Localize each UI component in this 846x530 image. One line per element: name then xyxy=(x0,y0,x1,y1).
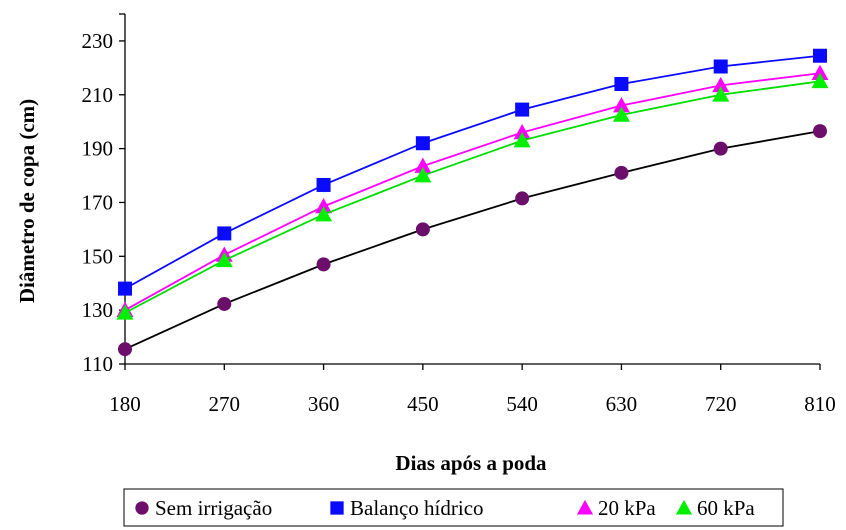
legend-label: Sem irrigação xyxy=(155,496,272,520)
data-point xyxy=(813,48,827,63)
data-point xyxy=(713,59,728,74)
data-point xyxy=(118,342,132,357)
y-tick-label: 110 xyxy=(82,352,113,376)
x-tick-label: 540 xyxy=(506,392,538,416)
legend-item: 20 kPa xyxy=(576,496,656,520)
data-point xyxy=(612,106,630,122)
x-tick-label: 180 xyxy=(109,392,141,416)
data-point xyxy=(712,86,730,102)
legend-item: 60 kPa xyxy=(675,496,755,520)
series-1 xyxy=(118,48,827,296)
data-point xyxy=(513,132,531,148)
data-point xyxy=(415,222,430,237)
data-point xyxy=(713,141,728,156)
legend-item: Balanço hídrico xyxy=(330,496,484,520)
legend-label: Balanço hídrico xyxy=(350,496,484,520)
data-point xyxy=(513,123,531,140)
legend-box xyxy=(123,488,784,527)
y-tick-label: 210 xyxy=(82,83,114,107)
x-axis-ticks: 180 270 360 450 540 630 720 810 xyxy=(109,364,836,416)
legend-marker xyxy=(576,499,594,515)
series-layer xyxy=(116,48,829,357)
x-tick-label: 630 xyxy=(606,392,638,416)
data-point xyxy=(414,157,432,173)
x-tick-label: 450 xyxy=(407,392,439,416)
data-point xyxy=(217,296,232,311)
data-point xyxy=(118,281,132,296)
legend-marker xyxy=(330,501,344,515)
x-tick-label: 270 xyxy=(209,392,241,416)
x-tick-label: 360 xyxy=(308,392,340,416)
data-point xyxy=(316,257,331,272)
legend-marker xyxy=(135,501,149,515)
series-line xyxy=(124,54,821,290)
data-point xyxy=(811,72,829,89)
series-2 xyxy=(116,64,829,317)
series-line xyxy=(124,130,821,351)
data-point xyxy=(414,167,432,183)
y-tick-label: 230 xyxy=(82,29,114,53)
legend: Sem irrigação Balanço hídrico 20 kPa 60 kPa xyxy=(123,488,784,527)
legend-label: 20 kPa xyxy=(598,496,656,520)
data-point xyxy=(614,165,629,180)
data-point xyxy=(315,206,333,222)
data-point xyxy=(415,136,430,151)
y-axis-title: Diâmetro de copa (cm) xyxy=(15,99,39,303)
y-tick-label: 130 xyxy=(82,298,114,322)
legend-item: Sem irrigação xyxy=(135,496,272,520)
data-point xyxy=(515,102,530,117)
data-point xyxy=(712,76,730,93)
data-point xyxy=(811,64,829,81)
series-3 xyxy=(116,72,829,320)
legend-label: 60 kPa xyxy=(697,496,755,520)
x-axis-title: Dias após a poda xyxy=(395,451,547,475)
data-point xyxy=(813,124,827,139)
series-0 xyxy=(118,124,827,357)
data-point xyxy=(316,177,331,192)
data-point xyxy=(217,226,232,241)
data-point xyxy=(116,304,134,320)
y-axis-ticks: 110 130 150 170 190 210 230 xyxy=(82,13,125,376)
y-tick-label: 150 xyxy=(82,244,114,268)
data-point xyxy=(315,198,333,214)
series-line xyxy=(124,80,821,314)
data-point xyxy=(515,191,530,206)
y-tick-label: 190 xyxy=(82,137,114,161)
series-line xyxy=(124,72,821,311)
x-tick-label: 720 xyxy=(705,392,737,416)
x-tick-label: 810 xyxy=(804,392,836,416)
y-tick-label: 170 xyxy=(82,190,114,214)
legend-marker xyxy=(675,499,693,515)
data-point xyxy=(614,77,629,91)
data-point xyxy=(215,251,233,268)
data-point xyxy=(612,97,630,113)
